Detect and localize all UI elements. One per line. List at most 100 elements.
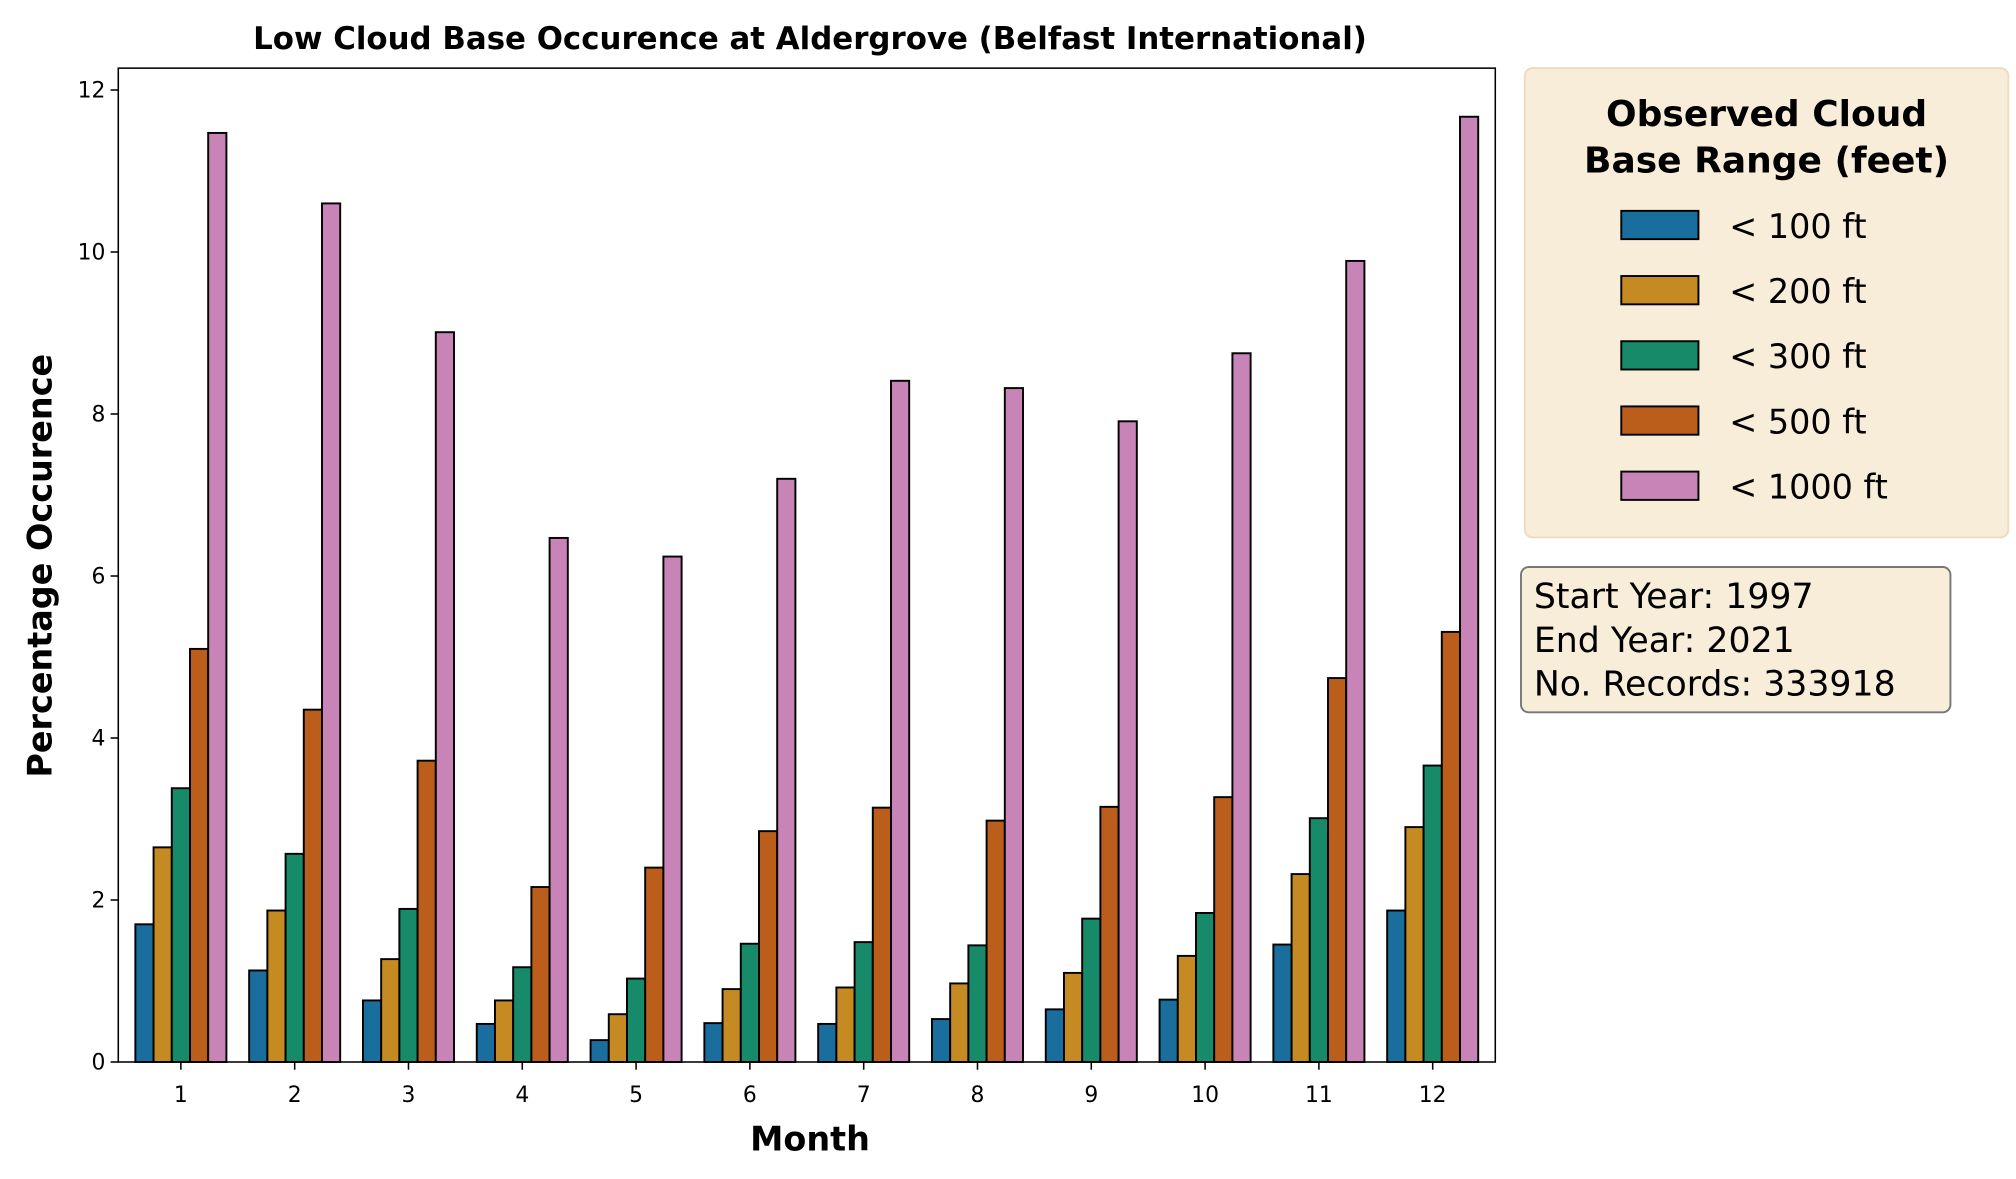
legend-swatch [1620,405,1700,436]
legend-label: < 500 ft [1729,402,1866,441]
bar-month-11-series-4 [1345,259,1366,1063]
bar-month-4-series-2 [512,966,533,1063]
y-tick-label: 4 [92,727,106,752]
bar-month-3-series-0 [361,999,383,1063]
y-axis: 0 2 4 6 8 10 12 [78,79,119,1076]
bar-month-10-series-3 [1213,796,1234,1063]
bar-month-7-series-3 [871,806,892,1063]
x-tick-label: 4 [515,1083,529,1108]
bar-month-8-series-0 [931,1018,952,1063]
bar-month-8-series-3 [985,819,1006,1063]
bar-month-5-series-2 [626,977,647,1063]
bar-month-1-series-3 [189,647,210,1063]
bar-month-6-series-2 [739,942,760,1063]
bar-month-1-series-1 [152,846,173,1063]
legend-label: < 200 ft [1729,272,1866,311]
y-tick-label: 8 [92,403,106,428]
bar-month-9-series-4 [1117,420,1138,1063]
bars [134,115,1480,1063]
x-tick-label: 3 [402,1083,416,1108]
bar-month-1-series-4 [207,131,228,1063]
x-tick-label: 12 [1419,1083,1447,1108]
start-year: Start Year: 1997 [1534,577,1814,617]
bar-month-11-series-3 [1327,677,1348,1063]
bar-month-4-series-3 [530,886,551,1063]
legend-swatch [1620,340,1700,371]
y-tick-label: 6 [92,565,106,590]
info-box-frame [1520,566,1952,714]
bar-month-2-series-3 [302,708,323,1063]
bar-month-6-series-3 [758,830,779,1063]
record-count: No. Records: 333918 [1534,665,1896,705]
bar-month-4-series-0 [475,1022,496,1063]
legend-swatch [1620,209,1700,241]
bar-month-2-series-4 [321,202,342,1063]
x-tick-label: 11 [1305,1083,1333,1108]
x-tick-label: 7 [857,1083,871,1108]
bar-month-12-series-4 [1459,115,1480,1063]
bar-month-7-series-4 [890,379,911,1063]
bar-month-4-series-1 [494,999,515,1063]
legend-label: < 300 ft [1729,337,1866,376]
bar-month-12-series-0 [1386,909,1407,1063]
legend-swatch [1620,470,1700,501]
bar-month-5-series-3 [644,866,665,1063]
bar-month-8-series-2 [967,944,988,1063]
bar-month-3-series-1 [380,958,401,1063]
bar-month-7-series-0 [817,1022,838,1063]
chart-title: Low Cloud Base Occurence at Aldergrove (… [253,21,1367,57]
bar-month-3-series-3 [416,759,437,1063]
legend-label: < 100 ft [1729,207,1866,246]
legend-title-line2: Base Range (feet) [1584,140,1949,181]
bar-month-10-series-1 [1176,954,1197,1063]
end-year: End Year: 2021 [1534,621,1795,661]
bar-month-8-series-1 [949,982,970,1063]
y-tick-label: 0 [92,1051,106,1076]
bar-month-9-series-2 [1081,917,1102,1063]
bar-month-2-series-1 [266,909,287,1063]
bar-month-5-series-1 [607,1013,628,1063]
plot-frame [117,67,1497,1063]
y-tick-label: 2 [92,889,106,914]
bar-month-7-series-1 [835,986,856,1063]
x-tick-label: 5 [629,1083,643,1108]
legend-label: < 1000 ft [1729,468,1888,507]
info-box: Start Year: 1997 End Year: 2021 No. Reco… [1520,566,1952,714]
x-axis-label: Month [750,1120,870,1159]
legend: Observed Cloud Base Range (feet) < 100 f… [1523,67,2010,539]
bar-month-11-series-1 [1290,873,1311,1063]
legend-title-line1: Observed Cloud [1606,94,1927,135]
bar-month-11-series-0 [1272,943,1293,1063]
x-tick-label: 10 [1191,1083,1219,1108]
x-tick-label: 6 [743,1083,757,1108]
x-tick-label: 9 [1084,1083,1098,1108]
bar-month-9-series-0 [1044,1008,1065,1063]
bar-month-11-series-2 [1308,817,1329,1063]
bar-month-6-series-1 [721,988,742,1063]
bar-month-12-series-2 [1422,764,1443,1063]
bar-month-10-series-4 [1231,352,1252,1063]
x-tick-label: 2 [288,1083,302,1108]
bar-month-2-series-2 [284,852,305,1063]
bar-month-3-series-2 [398,907,419,1063]
y-tick-label: 12 [78,79,106,104]
y-tick-label: 10 [78,241,106,266]
bar-month-3-series-4 [434,331,455,1063]
x-axis: 1 2 3 4 5 6 7 8 9 10 11 12 [174,1062,1447,1108]
bar-month-6-series-4 [776,477,797,1063]
bar-month-12-series-1 [1404,826,1425,1063]
bar-month-1-series-0 [134,923,155,1063]
bar-month-5-series-0 [589,1039,610,1063]
bar-month-10-series-0 [1158,998,1179,1063]
y-axis-label: Percentage Occurence [20,354,59,778]
x-tick-label: 1 [174,1083,188,1108]
bar-month-2-series-0 [248,969,269,1063]
bar-month-5-series-4 [662,555,683,1063]
bar-month-9-series-1 [1063,971,1084,1063]
bar-month-12-series-3 [1440,630,1461,1063]
bar-month-1-series-2 [170,787,191,1063]
bar-month-9-series-3 [1099,805,1120,1063]
bar-month-8-series-4 [1003,387,1024,1063]
